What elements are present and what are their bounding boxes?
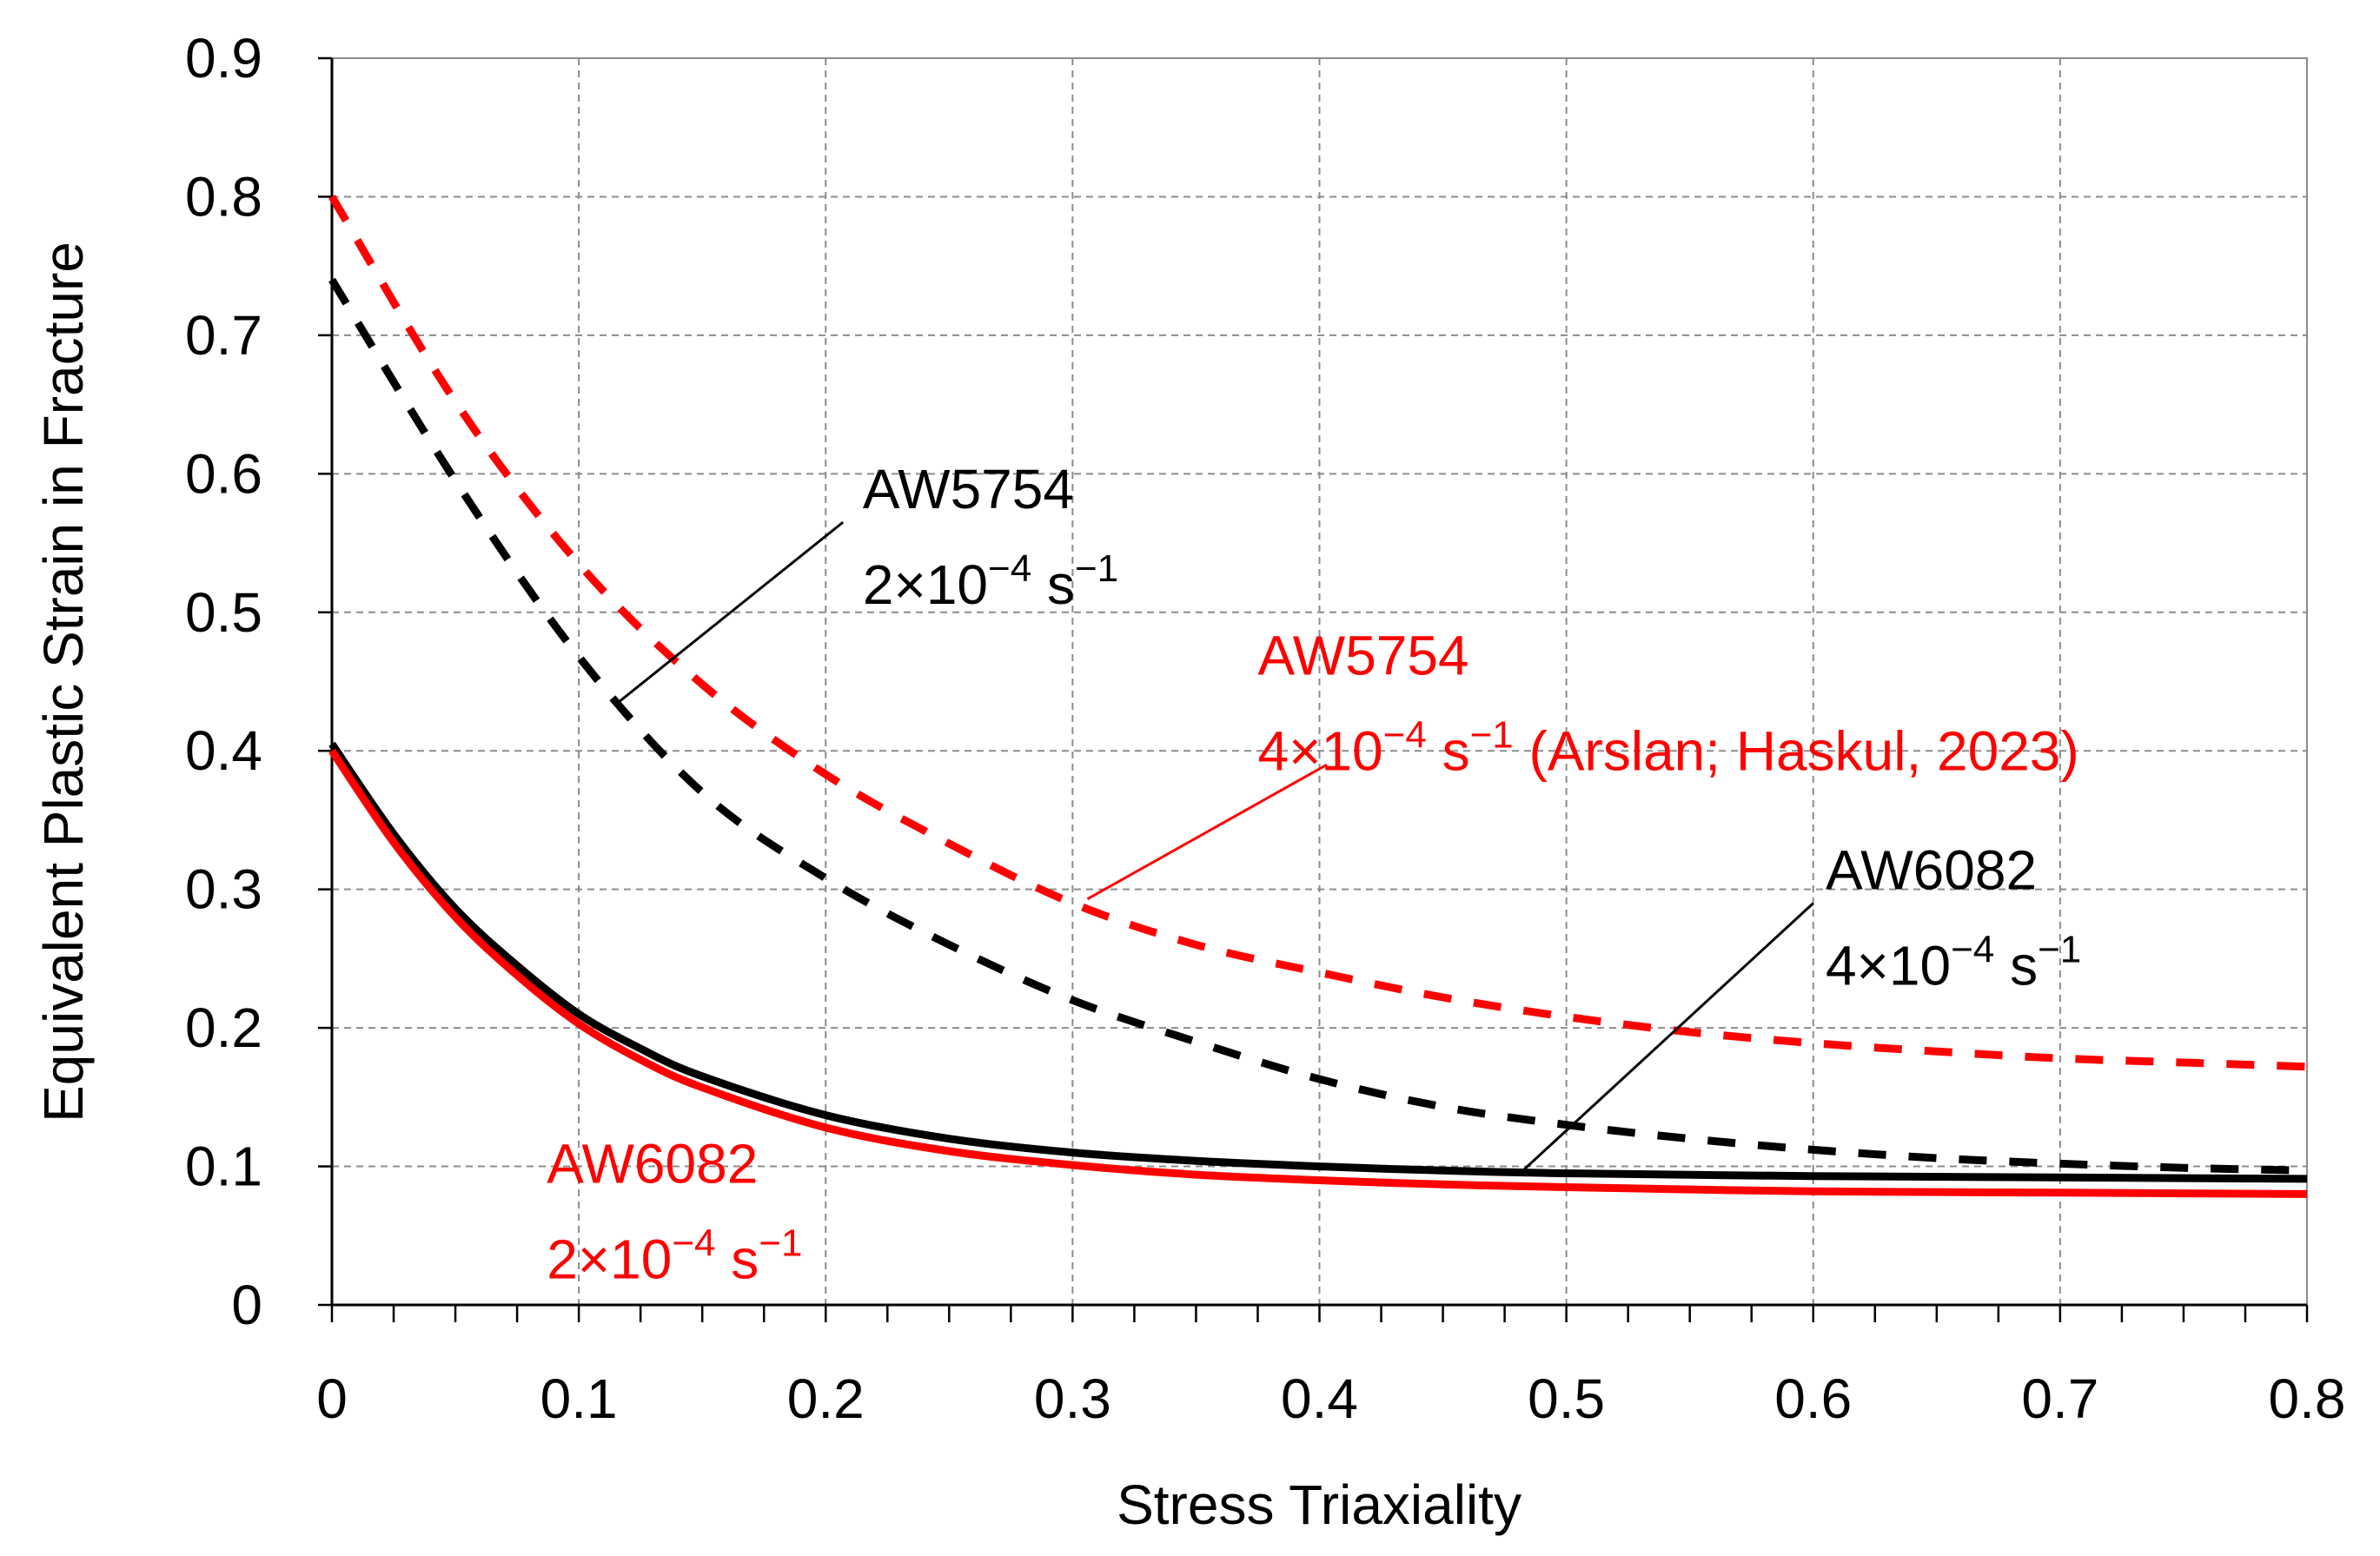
annotation-aw6082-red-line1: AW6082	[547, 1133, 758, 1195]
x-axis-title: Stress Triaxiality	[1117, 1473, 1521, 1536]
annotation-leader-aw6082-black	[1523, 902, 1814, 1170]
annotation-aw5754-red-line2: 4×10−4 s−1 (Arslan; Haskul, 2023)	[1257, 714, 2078, 783]
annotations: AW5754 2×10−4 s−1 AW5754 4×10−4 s−1 (Arslan…	[547, 458, 2081, 1290]
annotation-leader-aw5754-red	[1086, 763, 1328, 901]
series-line-4	[328, 748, 2308, 1198]
axes: 0 0.1 0.2 0.3 0.4 0.5 0.6 0.7 0.8 0 0.1 0.2 0.3 0.4 0.…	[185, 27, 2345, 1430]
annotation-aw5754-red-line1: AW5754	[1257, 625, 1468, 687]
annotation-aw5754-black-line2: 2×10−4 s−1	[863, 547, 1118, 616]
annotation-aw5754-black-line1: AW5754	[863, 458, 1074, 520]
x-tick-label: 0.3	[1034, 1367, 1111, 1430]
y-tick-label: 0.3	[185, 858, 262, 921]
annotation-aw6082-red-line2: 2×10−4 s−1	[547, 1222, 802, 1291]
x-tick-label: 0	[316, 1367, 348, 1430]
y-tick-label: 0.2	[185, 997, 262, 1059]
y-tick-label: 0.1	[185, 1136, 262, 1198]
y-tick-label: 0.5	[185, 581, 262, 644]
series-line-2	[328, 195, 2308, 1071]
y-axis-title: Equivalent Plastic Strain in Fracture	[32, 242, 95, 1122]
x-tick-label: 0.1	[540, 1367, 618, 1430]
series-line-3	[328, 741, 2308, 1183]
annotation-aw6082-black-line2: 4×10−4 s−1	[1826, 929, 2081, 997]
annotation-aw6082-black-line1: AW6082	[1826, 839, 2037, 902]
y-tick-label: 0.4	[185, 719, 262, 782]
x-tick-label: 0.7	[2021, 1367, 2098, 1430]
y-tick-label: 0	[231, 1274, 262, 1336]
x-tick-label: 0.5	[1528, 1367, 1605, 1430]
x-tick-label: 0.2	[787, 1367, 865, 1430]
y-tick-label: 0.8	[185, 165, 262, 228]
series	[328, 195, 2308, 1198]
y-tick-label: 0.7	[185, 304, 262, 367]
annotation-leader-aw5754-black	[617, 520, 845, 704]
x-tick-label: 0.8	[2269, 1367, 2346, 1430]
x-tick-label: 0.4	[1281, 1367, 1358, 1430]
y-tick-label: 0.9	[185, 27, 262, 89]
y-tick-label: 0.6	[185, 442, 262, 505]
x-tick-label: 0.6	[1774, 1367, 1852, 1430]
